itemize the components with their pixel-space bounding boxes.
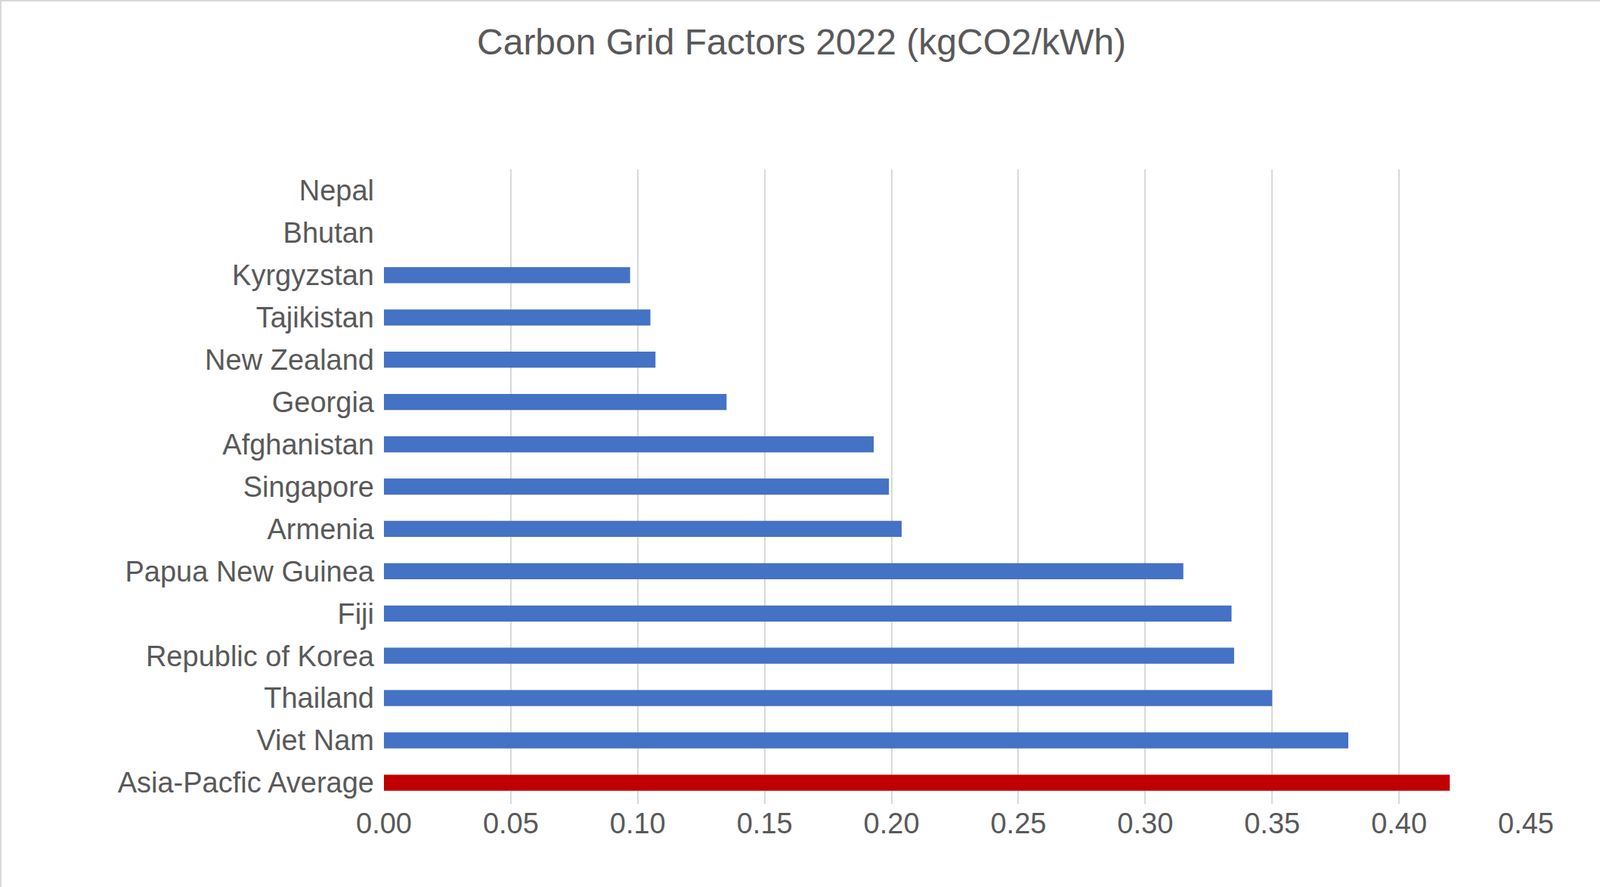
svg-text:0.30: 0.30 xyxy=(1117,807,1173,839)
svg-text:Fiji: Fiji xyxy=(337,597,375,630)
svg-text:0.05: 0.05 xyxy=(482,807,539,839)
svg-text:Asia-Pacfic Average: Asia-Pacfic Average xyxy=(117,766,375,799)
svg-text:Republic of Korea: Republic of Korea xyxy=(145,640,375,672)
svg-text:0.15: 0.15 xyxy=(736,807,793,839)
svg-text:0.10: 0.10 xyxy=(609,807,666,839)
svg-text:Kyrgyzstan: Kyrgyzstan xyxy=(232,259,375,291)
svg-text:Nepal: Nepal xyxy=(299,174,375,207)
svg-text:Georgia: Georgia xyxy=(272,386,375,418)
svg-text:Viet Nam: Viet Nam xyxy=(256,724,375,756)
svg-text:0.35: 0.35 xyxy=(1244,807,1300,839)
svg-text:Papua New Guinea: Papua New Guinea xyxy=(124,555,375,588)
svg-text:Armenia: Armenia xyxy=(267,513,375,545)
svg-text:0.00: 0.00 xyxy=(355,807,412,839)
svg-text:Carbon Grid Factors 2022 (kgCO: Carbon Grid Factors 2022 (kgCO2/kWh) xyxy=(476,21,1127,62)
svg-text:0.40: 0.40 xyxy=(1370,807,1427,839)
svg-text:0.25: 0.25 xyxy=(990,807,1047,839)
svg-text:0.20: 0.20 xyxy=(863,807,920,839)
svg-text:Bhutan: Bhutan xyxy=(283,216,375,249)
svg-text:Afghanistan: Afghanistan xyxy=(222,428,375,461)
svg-text:Singapore: Singapore xyxy=(243,470,375,503)
svg-text:Tajikistan: Tajikistan xyxy=(256,301,375,334)
svg-text:Thailand: Thailand xyxy=(263,681,375,714)
svg-text:0.45: 0.45 xyxy=(1497,807,1554,839)
svg-text:New Zealand: New Zealand xyxy=(204,343,375,376)
